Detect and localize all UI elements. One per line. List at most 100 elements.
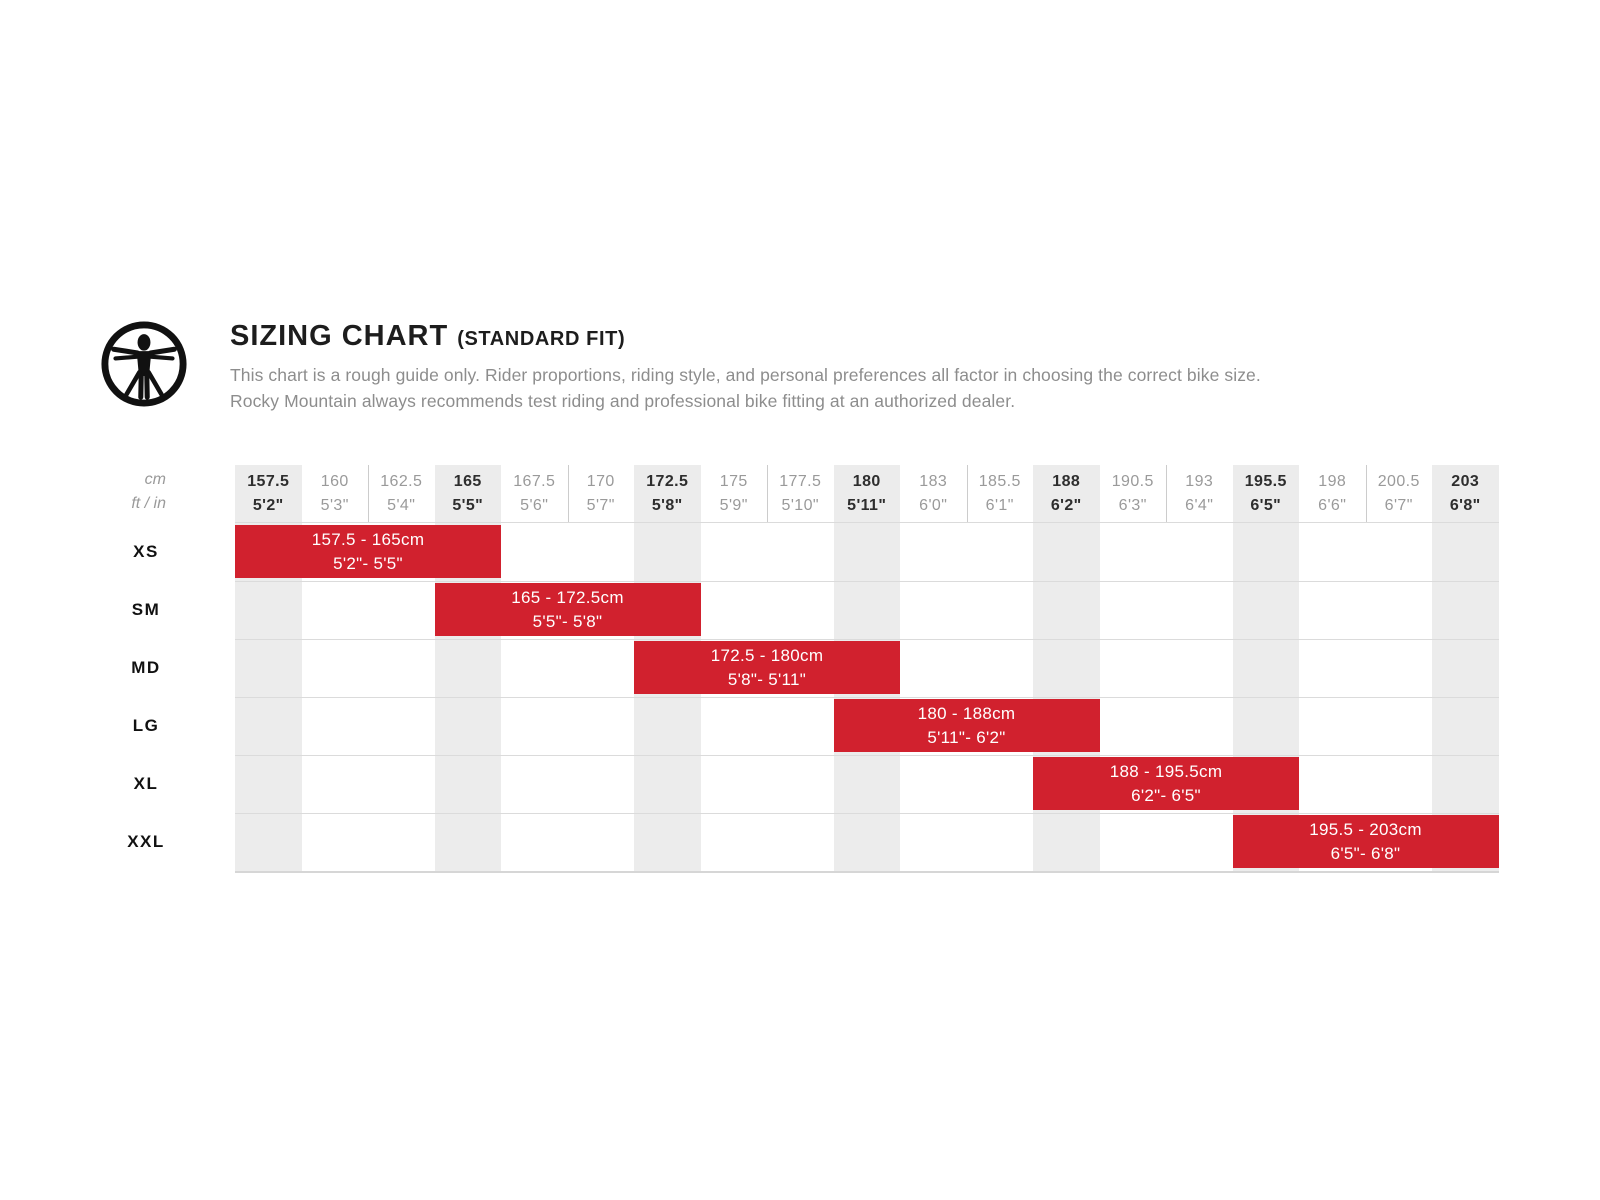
height-column-header: 183 6'0": [900, 465, 967, 518]
header-bottom-rule: [235, 522, 1499, 523]
height-cm-label: 188: [1052, 473, 1081, 490]
description-line-1: This chart is a rough guide only. Rider …: [230, 365, 1261, 385]
height-cm-label: 180: [852, 473, 881, 490]
unit-label-cm: cm: [144, 471, 166, 488]
size-range-bar: 180 - 188cm 5'11"- 6'2": [833, 699, 1100, 752]
height-ftin-label: 5'11": [847, 497, 887, 514]
height-ftin-label: 6'3": [1118, 497, 1147, 514]
size-row-label: LG: [132, 716, 160, 735]
row-separator-line: [235, 697, 1499, 698]
range-ftin-text: 5'8"- 5'11": [727, 670, 807, 689]
height-cm-label: 170: [586, 473, 615, 490]
range-cm-text: 195.5 - 203cm: [1309, 820, 1422, 839]
description-line-2: Rocky Mountain always recommends test ri…: [230, 391, 1016, 411]
row-separator-line: [235, 639, 1499, 640]
height-ftin-label: 5'6": [520, 497, 549, 514]
page-title-suffix: (STANDARD FIT): [457, 328, 626, 350]
row-separator-line: [235, 813, 1499, 814]
unit-labels: cm ft / in: [100, 468, 166, 516]
height-column-header: 195.5 6'5": [1233, 465, 1300, 518]
height-cm-label: 195.5: [1244, 473, 1287, 490]
range-ftin-text: 5'2"- 5'5": [333, 554, 403, 573]
range-cm-text: 157.5 - 165cm: [311, 530, 425, 549]
size-row-label: SM: [131, 600, 161, 619]
height-ftin-label: 5'9": [719, 497, 748, 514]
range-ftin-text: 6'5"- 6'8": [1330, 844, 1401, 863]
height-ftin-label: 5'5": [452, 497, 484, 514]
header-column-divider: [1365, 465, 1367, 523]
header-block: SIZING CHART (STANDARD FIT) This chart i…: [230, 320, 1261, 414]
page-title: SIZING CHART: [230, 320, 449, 352]
height-ftin-label: 6'4": [1185, 497, 1214, 514]
range-cm-text: 180 - 188cm: [917, 704, 1016, 723]
header-column-divider: [567, 465, 569, 523]
emphasized-column-stripe: [1033, 465, 1100, 871]
height-cm-label: 185.5: [978, 473, 1021, 490]
sizing-chart: cm ft / in 157.5 5'2" 160 5'3" 162.5 5'4" 165 5…: [100, 458, 1520, 878]
height-cm-label: 167.5: [513, 473, 556, 490]
height-column-header: 193 6'4": [1166, 465, 1233, 518]
row-separator-line: [235, 755, 1499, 756]
height-column-header: 203 6'8": [1432, 465, 1499, 518]
height-ftin-label: 5'10": [781, 497, 819, 514]
size-range-bar: 172.5 - 180cm 5'8"- 5'11": [634, 641, 900, 694]
emphasized-column-stripe: [1232, 465, 1299, 871]
vitruvian-man-icon: [101, 321, 187, 407]
height-ftin-label: 6'8": [1449, 497, 1481, 514]
height-column-header: 175 5'9": [701, 465, 768, 518]
size-range-bar: 165 - 172.5cm 5'5"- 5'8": [434, 583, 701, 636]
header-column-divider: [368, 465, 369, 523]
header-column-divider: [966, 465, 968, 523]
range-cm-text: 165 - 172.5cm: [511, 588, 624, 607]
size-range-bar: 157.5 - 165cm 5'2"- 5'5": [235, 525, 501, 578]
height-cm-label: 165: [453, 473, 482, 490]
height-ftin-label: 6'6": [1318, 497, 1347, 514]
range-ftin-text: 6'2"- 6'5": [1131, 786, 1201, 805]
height-column-header: 188 6'2": [1033, 465, 1100, 518]
size-row-label: XS: [133, 542, 159, 561]
range-ftin-text: 5'5"- 5'8": [532, 612, 603, 631]
height-cm-label: 172.5: [646, 473, 689, 490]
range-cm-text: 188 - 195.5cm: [1109, 762, 1223, 781]
header-column-divider: [767, 465, 768, 523]
height-ftin-label: 5'8": [651, 497, 683, 514]
height-column-header: 185.5 6'1": [967, 465, 1034, 518]
height-column-header: 165 5'5": [435, 465, 502, 518]
size-row-label: MD: [131, 658, 161, 677]
height-column-header: 172.5 5'8": [634, 465, 701, 518]
range-cm-text: 172.5 - 180cm: [710, 646, 824, 665]
height-column-header: 190.5 6'3": [1100, 465, 1167, 518]
height-column-header: 180 5'11": [834, 465, 901, 518]
height-ftin-label: 5'7": [586, 497, 615, 514]
row-separator-line: [235, 581, 1499, 582]
size-range-bar: 188 - 195.5cm 6'2"- 6'5": [1033, 757, 1299, 810]
height-cm-label: 200.5: [1377, 473, 1420, 490]
height-ftin-label: 6'2": [1050, 497, 1082, 514]
height-cm-label: 175: [719, 473, 748, 490]
range-ftin-text: 5'11"- 6'2": [927, 728, 1006, 747]
height-column-header: 200.5 6'7": [1366, 465, 1433, 518]
height-cm-label: 190.5: [1111, 473, 1154, 490]
height-column-header: 157.5 5'2": [235, 465, 302, 518]
height-cm-label: 193: [1185, 473, 1214, 490]
height-ftin-label: 5'4": [387, 497, 416, 514]
height-cm-label: 183: [919, 473, 948, 490]
height-column-header: 170 5'7": [568, 465, 635, 518]
height-column-header: 177.5 5'10": [767, 465, 834, 518]
unit-label-ftin: ft / in: [131, 495, 166, 512]
chart-description: This chart is a rough guide only. Rider …: [230, 362, 1261, 414]
height-cm-label: 157.5: [247, 473, 290, 490]
height-ftin-label: 6'7": [1384, 497, 1413, 514]
height-cm-label: 162.5: [380, 473, 423, 490]
height-column-header: 162.5 5'4": [368, 465, 435, 518]
height-cm-label: 203: [1451, 473, 1480, 490]
height-column-header: 198 6'6": [1299, 465, 1366, 518]
height-ftin-label: 6'1": [985, 497, 1014, 514]
size-range-bar: 195.5 - 203cm 6'5"- 6'8": [1232, 815, 1499, 868]
height-ftin-label: 5'3": [320, 497, 349, 514]
size-row-label: XXL: [127, 832, 165, 851]
height-cm-label: 177.5: [779, 473, 822, 490]
height-column-header: 167.5 5'6": [501, 465, 568, 518]
height-column-header: 160 5'3": [302, 465, 369, 518]
